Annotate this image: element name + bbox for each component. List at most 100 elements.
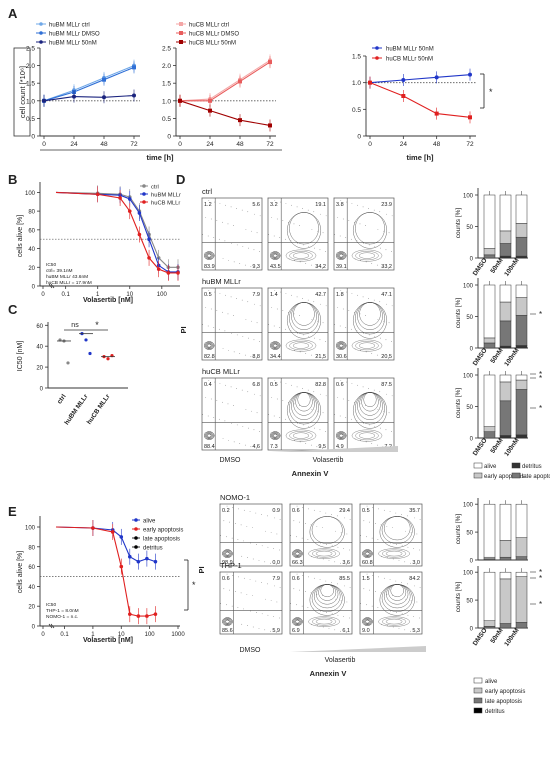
panel-d-ylabel: PI	[179, 326, 188, 333]
bars-d-2-bar-segment	[499, 400, 512, 436]
chart-b-point	[137, 211, 142, 215]
bars-d-0-bar-segment	[499, 255, 512, 259]
flow-d-0-0-density-alive	[206, 253, 212, 258]
flow-e-1-2-density-late	[390, 584, 404, 597]
flow-d-2-2-dot	[379, 391, 381, 393]
chart-a1-point	[132, 93, 136, 98]
flow-d-1-2-dot	[350, 328, 352, 330]
flow-e-0-1-frame	[289, 503, 353, 567]
flow-e-1-0-dot	[250, 610, 252, 612]
flow-e-1-0-dot	[255, 580, 257, 582]
flow-d-2-2-dot	[368, 424, 370, 426]
flow-d-0-1-dot	[288, 221, 289, 223]
chart-b-point	[147, 237, 151, 241]
flow-d-2-0-dot	[245, 409, 247, 410]
chart-e-xtick-label: 10	[118, 632, 125, 638]
flow-e-0-1-dot	[311, 555, 313, 557]
chart-a3-ytick-label: 1.0	[352, 80, 361, 87]
flow-e-1-0-dot	[229, 589, 230, 591]
flow-d-0-0-dot	[241, 209, 243, 211]
chart-b-point	[127, 197, 132, 201]
flow-d-1-1-dot	[314, 337, 315, 339]
flow-e-1-0-dot	[275, 632, 277, 633]
flow-e-1-0-dot	[243, 577, 245, 579]
bars-d-0-bar-segment	[483, 248, 496, 256]
flow-d-1-1-dot	[274, 290, 276, 291]
flow-e-1-2-dot	[419, 586, 421, 588]
flow-e-1-0-dot	[243, 608, 244, 610]
flow-d-2-2-dot	[354, 401, 355, 403]
bars-d-1-bar-segment	[515, 314, 528, 346]
flow-e-1-2-dot	[401, 613, 403, 615]
flow-d-2-2-dot	[334, 414, 335, 415]
bars-d-0-bar-segment	[515, 223, 528, 238]
flow-e-1-1-density-late	[320, 584, 334, 597]
bars-d-0-bar-segment	[515, 236, 528, 257]
flow-d-1-1-dot	[325, 305, 327, 307]
flow-e-1-0-dot	[249, 579, 251, 581]
flow-e-0-1-dot	[302, 507, 304, 508]
chart-e-point	[110, 530, 115, 534]
flow-d-2-1-dot	[267, 377, 269, 379]
legend-a2-label: huCB MLLr ctrl	[189, 23, 229, 29]
chart-e-ytick-label: 80	[28, 545, 35, 551]
bars-e-0-ytick-label: 100	[463, 503, 474, 509]
flow-d-1-2-dot	[388, 322, 390, 324]
flow-d-2-1-dot	[276, 398, 278, 400]
flow-e-1-1-density-early	[312, 617, 337, 626]
flow-e-1-1-dot	[304, 591, 306, 592]
flow-d-0-1-dot	[314, 247, 315, 249]
flow-e-1-1-q4: 6.1	[342, 628, 350, 634]
flow-e-0-2-density-alive	[362, 549, 373, 558]
chart-a1-ytick-label: 1.5	[26, 81, 35, 88]
bars-d-0-bar-segment	[483, 254, 496, 259]
flow-d-0-0-dot	[244, 264, 246, 266]
legend-e-stack-label: early apoptosis	[485, 689, 525, 695]
flow-d-1-2-dot	[351, 293, 353, 295]
flow-d-1-0-dot	[236, 334, 238, 336]
chart-a2-ytick-label: 0.5	[162, 116, 171, 123]
flow-d-0-1-dot	[270, 252, 272, 254]
flow-e-1-0-dot	[279, 617, 280, 619]
flow-e-0-1-density-early	[308, 548, 340, 559]
flow-e-1-2-dot	[368, 620, 370, 622]
chart-a2-point	[208, 98, 212, 103]
bars-d-0-bar-segment	[499, 230, 512, 244]
chart-a2-ytick-label: 2.5	[162, 46, 171, 53]
flow-e-0-0-dot	[246, 525, 248, 527]
flow-e-0-1-dot	[331, 545, 333, 547]
bars-e-1-bar-segment	[483, 620, 496, 627]
flow-d-1-0-dot	[214, 291, 215, 293]
chart-a2-point	[268, 123, 272, 128]
flow-e-0-2-dot	[390, 542, 392, 544]
flow-d-1-2-dot	[354, 311, 355, 313]
bars-d-ylabel: counts [%]	[455, 388, 462, 419]
chart-a2-xtick-label: 72	[266, 141, 274, 148]
flow-e-1-2-dot	[386, 593, 388, 595]
flow-e-0-0-dot	[276, 533, 278, 535]
flow-d-1-2-dot	[391, 341, 392, 342]
flow-e-0-1-dot	[340, 562, 341, 564]
chart-a2-ytick-label: 0	[167, 134, 171, 141]
flow-e-0-0-dot	[229, 521, 230, 523]
flow-e-1-1-dot	[296, 573, 298, 575]
flow-d-2-1-density-early	[289, 431, 313, 441]
flow-d-2-2-dot	[388, 412, 390, 414]
flow-e-0-0-frame	[219, 503, 283, 567]
flow-d-2-2-dot	[360, 439, 361, 441]
flow-d-2-0-dot	[225, 384, 226, 386]
bars-d-xtick: DMSO	[472, 257, 489, 277]
flow-d-1-2-dot	[342, 344, 344, 345]
chart-e-ytick-label: 40	[28, 585, 35, 591]
flow-d-2-1-dot	[316, 446, 318, 448]
flow-d-2-0-dot	[248, 427, 249, 429]
flow-e-0-0-dot	[234, 523, 236, 524]
flow-e-0-2-dot	[368, 552, 370, 554]
flow-e-0-2-dot	[413, 548, 415, 549]
chart-e-ytick-label: 20	[28, 605, 35, 611]
flow-d-0-0-dot	[207, 235, 209, 237]
flow-d-1-0-dot	[201, 287, 203, 289]
bars-e-0-bar-segment	[499, 540, 512, 558]
flow-d-1-0-dot	[248, 337, 249, 339]
legend-e-stack-label: late apoptosis	[485, 699, 522, 705]
